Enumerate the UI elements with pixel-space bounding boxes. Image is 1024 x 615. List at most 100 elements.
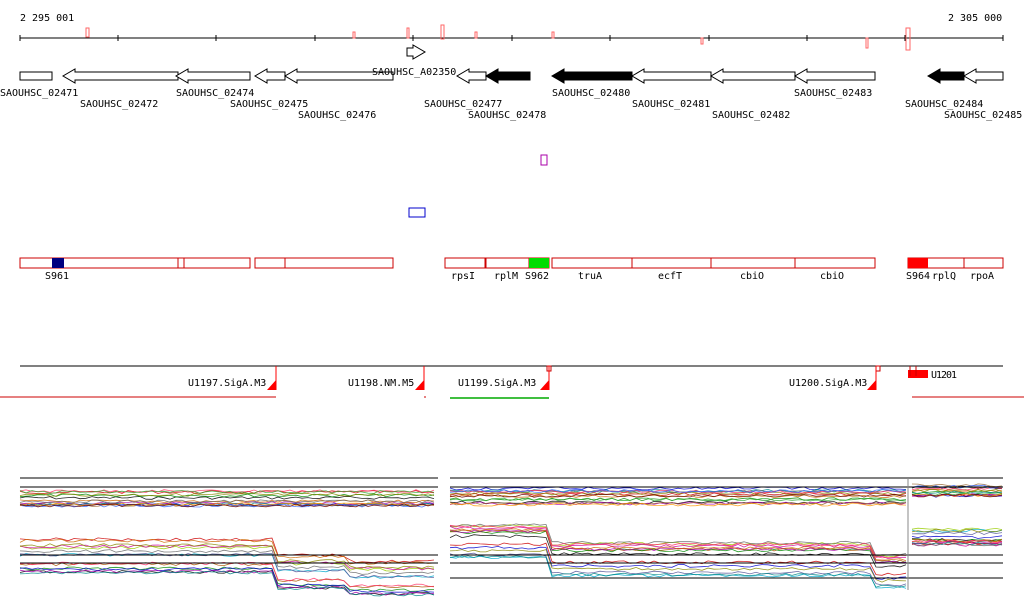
- gene-arrow[interactable]: [927, 68, 965, 84]
- expression-series-line: [449, 486, 907, 491]
- feature-box[interactable]: [631, 257, 712, 269]
- feature-box[interactable]: [177, 257, 185, 269]
- expression-panels: [19, 477, 1003, 597]
- gene-arrow[interactable]: [175, 68, 251, 84]
- gene-label: SAOUHSC_02478: [468, 110, 546, 121]
- expression-series-line: [911, 541, 1003, 546]
- feature-label: rplM: [494, 271, 518, 282]
- expression-series-line: [911, 487, 1003, 491]
- expression-series-line: [19, 543, 435, 569]
- transcription-unit-track: U1197.SigA.M3 U1198.NM.M5 U1199.SigA.M3 U12…: [0, 365, 1024, 399]
- gene-arrow[interactable]: [62, 68, 179, 84]
- gene-arrow[interactable]: [794, 68, 876, 84]
- gene-label: SAOUHSC_02483: [794, 88, 872, 99]
- feature-box[interactable]: [710, 257, 796, 269]
- feature-label: cbiO: [820, 271, 844, 282]
- gene-arrow[interactable]: [631, 68, 712, 84]
- expression-series-line: [449, 493, 907, 498]
- feature-label: truA: [578, 271, 602, 282]
- expression-series-line: [19, 502, 435, 507]
- gene-label: SAOUHSC_02484: [905, 99, 983, 110]
- expression-series-line: [450, 530, 907, 564]
- expression-panel-frames: [20, 477, 1003, 590]
- feature-box[interactable]: [444, 257, 486, 269]
- feature-label: rpsI: [451, 271, 475, 282]
- feature-box[interactable]: [551, 257, 633, 269]
- gene-arrow[interactable]: [19, 71, 53, 81]
- gene-arrow[interactable]: [485, 68, 531, 84]
- expression-series-line: [19, 545, 435, 572]
- transcription-unit-label: U1197.SigA.M3: [188, 378, 266, 389]
- expression-series-line: [449, 524, 907, 559]
- expression-series-line: [449, 501, 907, 506]
- gene-track: SAOUHSC_02471SAOUHSC_02472SAOUHSC_02474S…: [0, 44, 1022, 121]
- expression-series-line: [449, 554, 907, 588]
- expression-series-line: [19, 552, 435, 579]
- transcription-unit-marker[interactable]: [867, 380, 876, 390]
- gene-label: SAOUHSC_02476: [298, 110, 376, 121]
- feature-box[interactable]: [254, 257, 286, 269]
- expression-series-line: [911, 483, 1003, 488]
- gene-arrow[interactable]: [284, 68, 394, 84]
- gene-arrow[interactable]: [254, 68, 286, 84]
- expression-series-line: [449, 545, 907, 580]
- expression-series-line: [19, 492, 435, 497]
- expression-series-line: [911, 535, 1003, 539]
- tile-box-purple: [540, 154, 548, 166]
- feature-block-s964[interactable]: [908, 258, 928, 268]
- gene-arrow[interactable]: [456, 68, 487, 84]
- gene-arrow[interactable]: [551, 68, 633, 84]
- feature-block-s962[interactable]: [529, 258, 549, 268]
- gene-arrow[interactable]: [406, 44, 426, 60]
- expression-series-line: [911, 493, 1003, 498]
- gene-label: SAOUHSC_02480: [552, 88, 630, 99]
- expression-series-line: [19, 490, 435, 494]
- transcription-unit-label: U1200.SigA.M3: [789, 378, 867, 389]
- expression-series-line: [449, 489, 907, 494]
- gene-label: SAOUHSC_A02350: [372, 67, 456, 78]
- feature-label: cbiO: [740, 271, 764, 282]
- expression-series-line: [911, 492, 1003, 497]
- expression-series-line: [449, 528, 907, 562]
- expression-series-line: [911, 542, 1003, 547]
- gene-arrow[interactable]: [963, 68, 1004, 84]
- expression-series-line: [911, 531, 1003, 536]
- feature-box[interactable]: [485, 257, 530, 269]
- expression-series-line: [19, 552, 435, 579]
- feature-box[interactable]: [284, 257, 394, 269]
- expression-series-line: [911, 527, 1003, 531]
- expression-series-line: [19, 567, 435, 593]
- gene-label: SAOUHSC_02481: [632, 99, 710, 110]
- transcription-unit-marker[interactable]: [415, 380, 424, 390]
- expression-series-line: [19, 496, 435, 500]
- transcription-unit-marker[interactable]: [540, 380, 549, 390]
- feature-track: S961 rpsI rplM S962 truA ecfT cbiO cbiO S964 rplQ…: [19, 257, 1004, 282]
- feature-box[interactable]: [183, 257, 251, 269]
- expression-series-line: [911, 539, 1003, 544]
- feature-label: S961: [45, 271, 69, 282]
- feature-block-s961[interactable]: [52, 258, 64, 268]
- expression-series-line: [911, 490, 1003, 495]
- feature-label: ecfT: [658, 271, 682, 282]
- feature-label: S962: [525, 271, 549, 282]
- feature-label: rplQ: [932, 271, 956, 282]
- gene-label: SAOUHSC_02482: [712, 110, 790, 121]
- expression-series-line: [19, 502, 435, 507]
- transcription-unit-marker[interactable]: [267, 380, 276, 390]
- expression-series-line: [449, 534, 907, 568]
- feature-box[interactable]: [19, 257, 179, 269]
- gene-arrow[interactable]: [710, 68, 796, 84]
- expression-series-line: [911, 528, 1003, 533]
- transcription-unit-label: U1199.SigA.M3: [458, 378, 536, 389]
- expression-series-line: [19, 549, 435, 575]
- transcription-unit-label: U1198.NM.M5: [348, 378, 414, 389]
- feature-box[interactable]: [963, 257, 1004, 269]
- expression-series-line: [449, 497, 907, 502]
- expression-series: [19, 483, 1003, 597]
- ruler-start-label: 2 295 001: [20, 13, 75, 24]
- gene-label: SAOUHSC_02485: [944, 110, 1022, 121]
- feature-box[interactable]: [794, 257, 876, 269]
- expression-series-line: [19, 537, 435, 564]
